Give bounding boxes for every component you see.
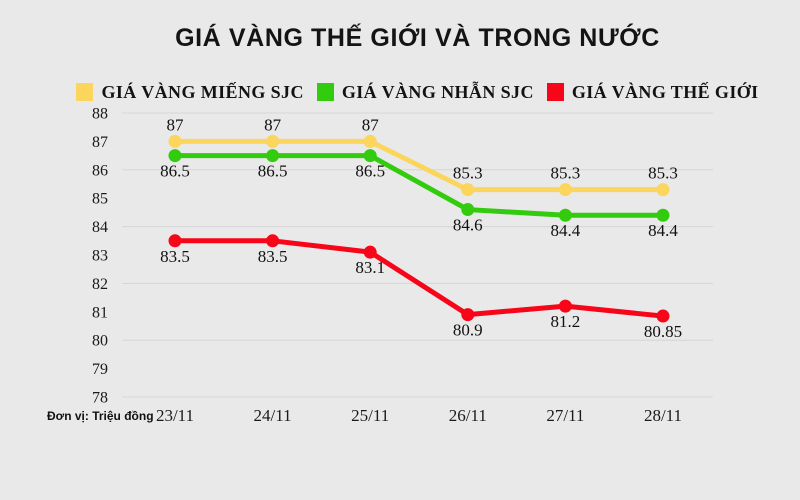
series-line bbox=[172, 238, 666, 319]
y-axis-label: 88 bbox=[92, 106, 108, 123]
data-point-label: 84.4 bbox=[648, 221, 678, 240]
data-point bbox=[168, 149, 182, 163]
legend-item-label: GIÁ VÀNG NHẪN SJC bbox=[341, 81, 534, 102]
data-point bbox=[363, 134, 377, 148]
y-axis-label: 78 bbox=[92, 390, 108, 407]
data-point bbox=[558, 299, 572, 313]
data-point-label: 84.4 bbox=[551, 221, 581, 240]
legend-item: GIÁ VÀNG MIẾNG SJC bbox=[76, 82, 303, 103]
x-axis-label: 24/11 bbox=[254, 406, 292, 425]
data-point bbox=[558, 208, 572, 222]
data-point bbox=[168, 234, 182, 248]
legend-item-label: GIÁ VÀNG THẾ GIỚI bbox=[571, 81, 759, 102]
data-point bbox=[363, 245, 377, 259]
data-point-label: 87 bbox=[362, 115, 380, 134]
data-point bbox=[558, 183, 572, 197]
data-point bbox=[656, 309, 670, 323]
data-point-label: 84.6 bbox=[453, 216, 483, 235]
x-axis-label: 28/11 bbox=[644, 406, 682, 425]
data-point-label: 83.5 bbox=[160, 247, 190, 266]
y-axis-label: 86 bbox=[92, 162, 108, 179]
x-axis-label: 26/11 bbox=[449, 406, 487, 425]
data-point bbox=[266, 134, 280, 148]
y-axis-label: 80 bbox=[92, 333, 108, 350]
x-axis-label: 25/11 bbox=[351, 406, 389, 425]
y-axis-label: 85 bbox=[92, 191, 108, 208]
y-axis-label: 87 bbox=[92, 134, 108, 151]
data-point-label: 83.5 bbox=[258, 247, 288, 266]
data-point bbox=[266, 149, 280, 163]
data-point-label: 87 bbox=[167, 115, 185, 134]
data-point-label: 86.5 bbox=[258, 162, 288, 181]
y-axis-label: 84 bbox=[92, 219, 108, 236]
series-line bbox=[172, 138, 666, 193]
data-point bbox=[168, 134, 182, 148]
chart-title: GIÁ VÀNG THẾ GIỚI VÀ TRONG NƯỚC bbox=[175, 24, 660, 52]
data-point-label: 87 bbox=[264, 115, 282, 134]
legend-item: GIÁ VÀNG THẾ GIỚI bbox=[546, 81, 759, 103]
unit-note: Đơn vị: Triệu đồng bbox=[47, 409, 154, 423]
x-axis-label: 27/11 bbox=[546, 406, 584, 425]
data-point bbox=[363, 149, 377, 163]
y-axis-label: 82 bbox=[92, 276, 108, 293]
y-axis-label: 83 bbox=[92, 248, 108, 265]
x-axis-label: 23/11 bbox=[156, 406, 194, 425]
data-point-label: 86.5 bbox=[160, 162, 190, 181]
data-point-label: 85.3 bbox=[551, 164, 581, 183]
data-point-label: 86.5 bbox=[355, 162, 385, 181]
data-point bbox=[461, 203, 475, 217]
data-point-label: 80.85 bbox=[644, 322, 682, 341]
data-point-label: 80.9 bbox=[453, 321, 483, 340]
data-point bbox=[656, 208, 670, 222]
y-axis-label: 79 bbox=[92, 361, 108, 378]
data-point bbox=[461, 308, 475, 322]
legend-swatch-icon bbox=[546, 83, 564, 101]
series-line bbox=[172, 153, 666, 218]
legend-swatch-icon bbox=[76, 83, 94, 101]
legend-item-label: GIÁ VÀNG MIẾNG SJC bbox=[101, 81, 304, 102]
legend: GIÁ VÀNG MIẾNG SJC GIÁ VÀNG NHẪN SJC GIÁ V… bbox=[76, 80, 758, 104]
data-point bbox=[656, 183, 670, 197]
data-point bbox=[461, 183, 475, 197]
data-point-label: 85.3 bbox=[648, 164, 678, 183]
legend-swatch-icon bbox=[316, 83, 334, 101]
data-point-label: 81.2 bbox=[551, 312, 581, 331]
data-point-label: 83.1 bbox=[355, 258, 385, 277]
y-axis-label: 81 bbox=[92, 304, 108, 321]
data-point-label: 85.3 bbox=[453, 164, 483, 183]
legend-item: GIÁ VÀNG NHẪN SJC bbox=[316, 81, 534, 103]
data-point bbox=[266, 234, 280, 248]
